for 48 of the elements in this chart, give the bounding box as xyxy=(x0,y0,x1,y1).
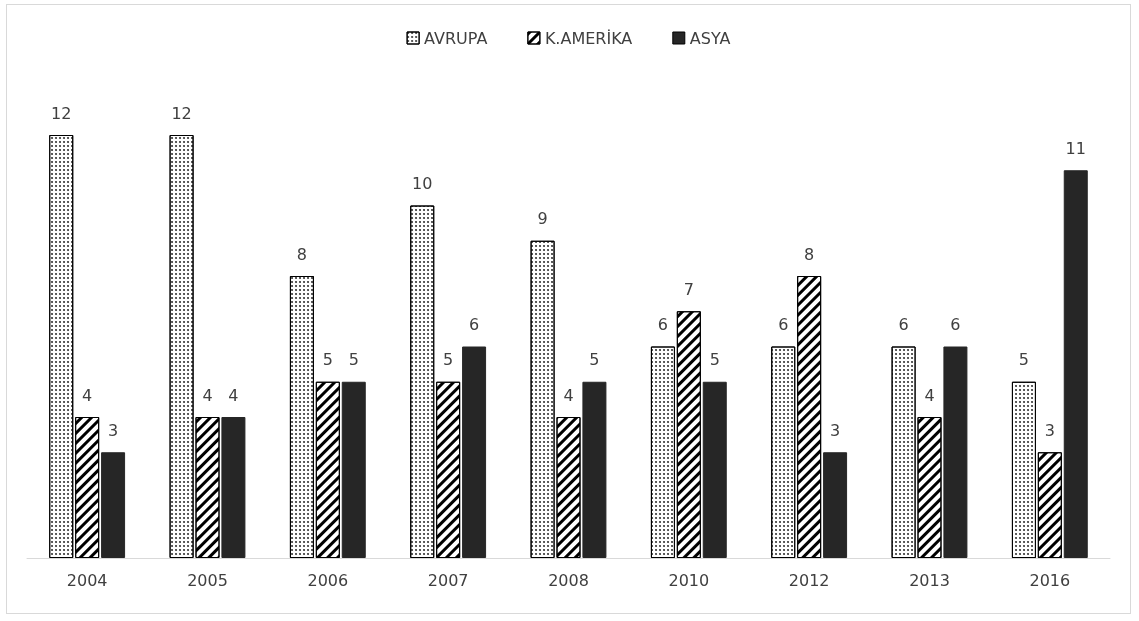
data-label: 3 xyxy=(829,420,841,440)
bar xyxy=(462,346,487,558)
data-label: 3 xyxy=(1044,420,1055,440)
data-label: 11 xyxy=(1065,138,1086,158)
data-label: 5 xyxy=(443,350,454,370)
data-label: 4 xyxy=(202,385,213,405)
data-label: 4 xyxy=(563,385,574,405)
data-label: 8 xyxy=(296,244,308,264)
data-label: 10 xyxy=(412,174,433,193)
data-label: 4 xyxy=(228,385,239,405)
data-label: 9 xyxy=(537,209,548,229)
x-tick-label: 2016 xyxy=(1029,570,1071,590)
data-label: 5 xyxy=(709,350,720,370)
bar xyxy=(823,452,848,558)
data-label: 12 xyxy=(171,103,192,123)
data-label: 7 xyxy=(683,279,694,299)
legend-label: ASYA xyxy=(689,28,731,48)
data-label: 8 xyxy=(804,244,815,264)
bar xyxy=(341,381,366,558)
bar xyxy=(221,417,246,558)
x-tick-label: 2006 xyxy=(307,570,349,590)
data-label: 6 xyxy=(950,315,961,334)
x-tick-label: 2005 xyxy=(187,570,228,590)
x-tick-label: 2010 xyxy=(668,570,710,590)
x-tick-label: 2007 xyxy=(427,570,469,590)
data-label: 3 xyxy=(107,420,119,440)
data-label: 5 xyxy=(322,350,333,370)
legend-label: AVRUPA xyxy=(424,28,488,48)
bar xyxy=(1063,170,1088,558)
x-tick-label: 2013 xyxy=(909,570,950,590)
data-label: 4 xyxy=(924,385,935,405)
legend-label: K.AMERİKA xyxy=(544,28,633,48)
data-label: 6 xyxy=(898,315,909,334)
bar xyxy=(943,346,968,558)
data-label: 12 xyxy=(51,103,72,123)
bar xyxy=(702,381,727,558)
bar xyxy=(582,381,607,558)
data-label: 5 xyxy=(1018,350,1030,370)
data-label: 5 xyxy=(589,350,600,370)
x-tick-label: 2012 xyxy=(788,570,830,590)
x-tick-label: 2004 xyxy=(66,570,108,590)
data-label: 5 xyxy=(348,350,359,370)
data-label: 6 xyxy=(778,315,789,334)
bar xyxy=(101,452,126,558)
data-label: 4 xyxy=(82,385,93,405)
data-label: 6 xyxy=(468,315,480,334)
x-tick-label: 2008 xyxy=(548,570,589,590)
data-label: 6 xyxy=(657,315,669,334)
